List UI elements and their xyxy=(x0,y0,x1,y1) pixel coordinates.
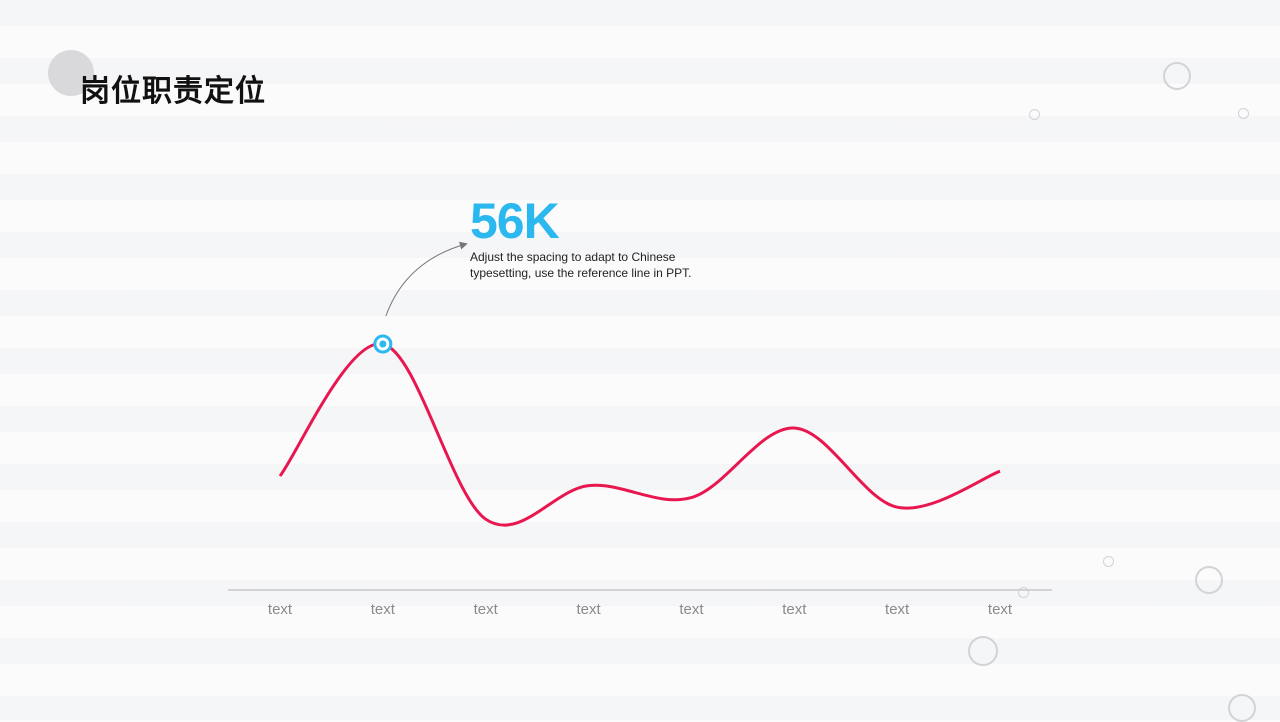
data-point-8 xyxy=(997,468,1003,474)
data-point-4 xyxy=(586,483,592,489)
highlight-marker-dot xyxy=(379,340,387,348)
x-tick-label-1: text xyxy=(268,601,293,618)
data-point-2 xyxy=(380,341,386,347)
decor-ring-4 xyxy=(1103,556,1114,567)
highlight-description: Adjust the spacing to adapt to Chinese t… xyxy=(470,250,692,280)
title-decoration-dot xyxy=(48,50,94,96)
x-tick-label-3: text xyxy=(474,601,499,618)
decor-ring-2 xyxy=(1029,109,1040,120)
data-point-3 xyxy=(483,516,489,522)
highlight-value: 56K xyxy=(470,193,560,249)
decor-ring-7 xyxy=(968,636,998,666)
callout-arrow xyxy=(385,241,468,317)
x-tick-label-6: text xyxy=(782,601,807,618)
x-tick-label-7: text xyxy=(885,601,910,618)
decor-ring-1 xyxy=(1163,62,1191,90)
x-tick-labels: text text text text text text text text xyxy=(268,601,1013,618)
x-tick-label-5: text xyxy=(679,601,704,618)
data-point-7 xyxy=(894,504,900,510)
x-tick-label-4: text xyxy=(576,601,601,618)
data-point-6 xyxy=(791,425,797,431)
page-title: 岗位职责定位 xyxy=(80,75,266,108)
highlight-marker[interactable] xyxy=(373,334,393,354)
data-point-1 xyxy=(277,473,283,479)
x-tick-label-2: text xyxy=(371,601,396,618)
decor-ring-5 xyxy=(1195,566,1223,594)
data-point-5 xyxy=(688,495,694,501)
x-tick-label-8: text xyxy=(988,601,1013,618)
decor-ring-6 xyxy=(1018,587,1029,598)
decor-ring-3 xyxy=(1238,108,1249,119)
series-line xyxy=(278,342,1001,527)
